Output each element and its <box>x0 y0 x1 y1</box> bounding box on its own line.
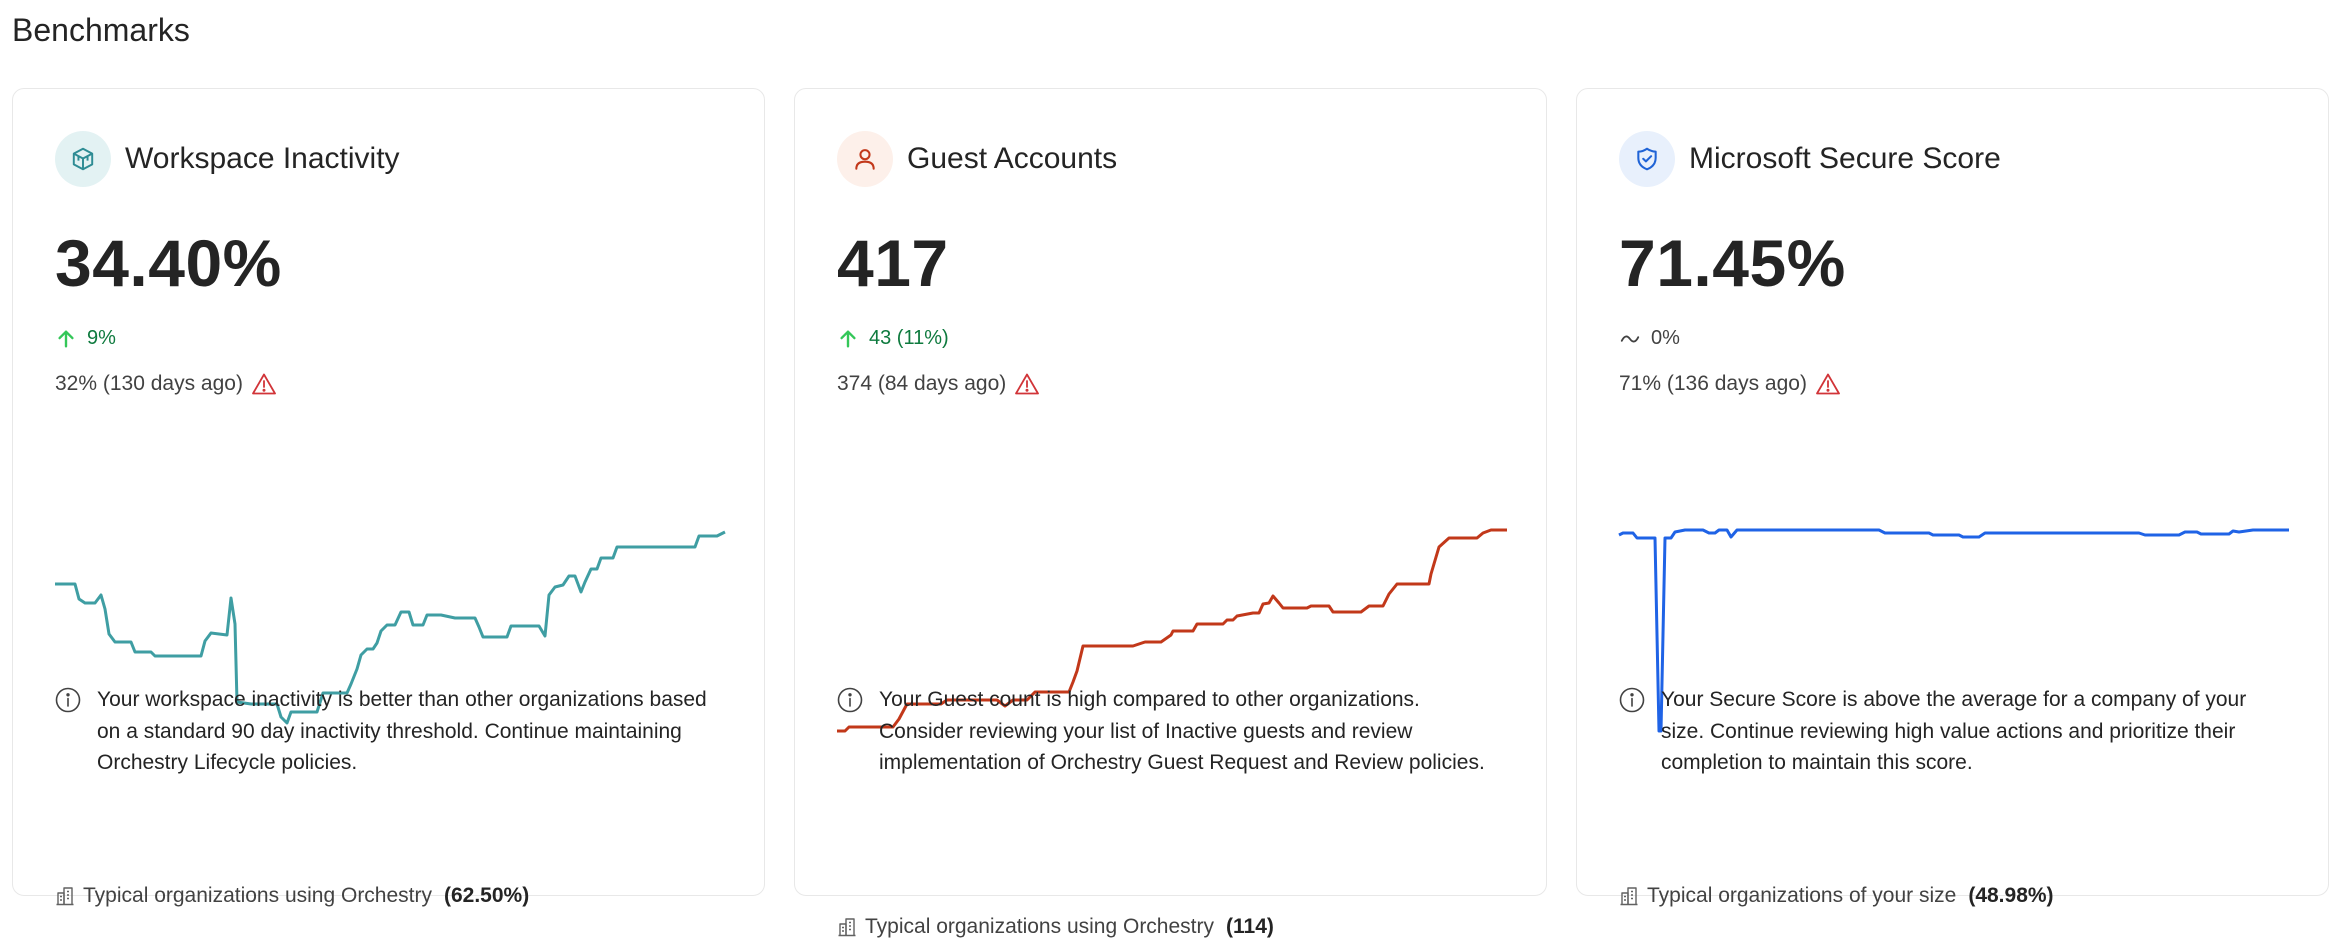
card-title: Guest Accounts <box>907 142 1118 175</box>
info-icon <box>1619 687 1645 713</box>
typical-value: (114) <box>1226 915 1274 938</box>
past-value: 71% (136 days ago) <box>1619 372 1841 396</box>
insight-text: Your Secure Score is above the average f… <box>1661 688 2247 774</box>
benchmark-card-microsoft-secure-score: Microsoft Secure Score 71.45% 0% 71% (13… <box>1576 88 2329 907</box>
typical-value: (48.98%) <box>1968 884 2054 907</box>
insight-message: Your Guest count is high compared to oth… <box>837 684 1507 779</box>
trend-line <box>55 530 726 725</box>
card-header: Guest Accounts <box>837 131 1117 187</box>
change-text: 9% <box>87 327 116 349</box>
building-icon <box>838 918 856 937</box>
page-title: Benchmarks <box>12 12 190 48</box>
warning-icon[interactable] <box>1815 372 1841 396</box>
change-text: 43 (11%) <box>869 327 949 349</box>
typical-value: (62.50%) <box>444 884 530 907</box>
warning-icon[interactable] <box>251 372 277 396</box>
insight-message: Your workspace inactivity is better than… <box>55 684 725 779</box>
past-text: 71% (136 days ago) <box>1619 372 1807 395</box>
shield-check-icon <box>1619 131 1675 187</box>
cube-icon <box>55 131 111 187</box>
insight-message: Your Secure Score is above the average f… <box>1619 684 2289 779</box>
person-icon <box>837 131 893 187</box>
past-value: 32% (130 days ago) <box>55 372 277 396</box>
info-icon <box>837 687 863 713</box>
typical-benchmark: Typical organizations of your size (48.9… <box>1619 884 2054 908</box>
typical-label: Typical organizations of your size <box>1647 884 1957 907</box>
change-indicator: 9% <box>55 327 116 350</box>
benchmark-card-workspace-inactivity: Workspace Inactivity 34.40% 9% 32% (130 … <box>12 88 765 907</box>
card-title: Workspace Inactivity <box>125 142 400 175</box>
metric-value: 34.40% <box>55 226 282 300</box>
sparkline-chart <box>837 528 1507 733</box>
change-indicator: 0% <box>1619 327 1680 350</box>
card-header: Workspace Inactivity <box>55 131 400 187</box>
trend-line <box>837 528 1507 733</box>
benchmark-card-guest-accounts: Guest Accounts 417 43 (11%) 374 (84 days… <box>794 88 1547 938</box>
change-indicator: 43 (11%) <box>837 327 949 350</box>
past-text: 32% (130 days ago) <box>55 372 243 395</box>
past-text: 374 (84 days ago) <box>837 372 1007 395</box>
change-text: 0% <box>1651 327 1680 349</box>
trend-line <box>1618 528 2289 733</box>
info-icon <box>55 687 81 713</box>
typical-benchmark: Typical organizations using Orchestry (1… <box>837 915 1274 939</box>
building-icon <box>56 887 74 906</box>
tilde-icon <box>1620 335 1640 342</box>
typical-benchmark: Typical organizations using Orchestry (6… <box>55 884 529 908</box>
sparkline-chart <box>55 530 726 725</box>
arrow-up-icon <box>58 329 74 348</box>
insight-text: Your workspace inactivity is better than… <box>97 688 707 774</box>
metric-value: 71.45% <box>1619 226 1846 300</box>
card-header: Microsoft Secure Score <box>1619 131 2001 187</box>
metric-value: 417 <box>837 226 949 300</box>
insight-text: Your Guest count is high compared to oth… <box>879 688 1485 774</box>
arrow-up-icon <box>840 329 856 348</box>
sparkline-chart <box>1618 528 2289 733</box>
building-icon <box>1620 887 1638 906</box>
warning-icon[interactable] <box>1014 372 1040 396</box>
typical-label: Typical organizations using Orchestry <box>83 884 432 907</box>
card-title: Microsoft Secure Score <box>1689 142 2001 175</box>
typical-label: Typical organizations using Orchestry <box>865 915 1214 938</box>
past-value: 374 (84 days ago) <box>837 372 1040 396</box>
